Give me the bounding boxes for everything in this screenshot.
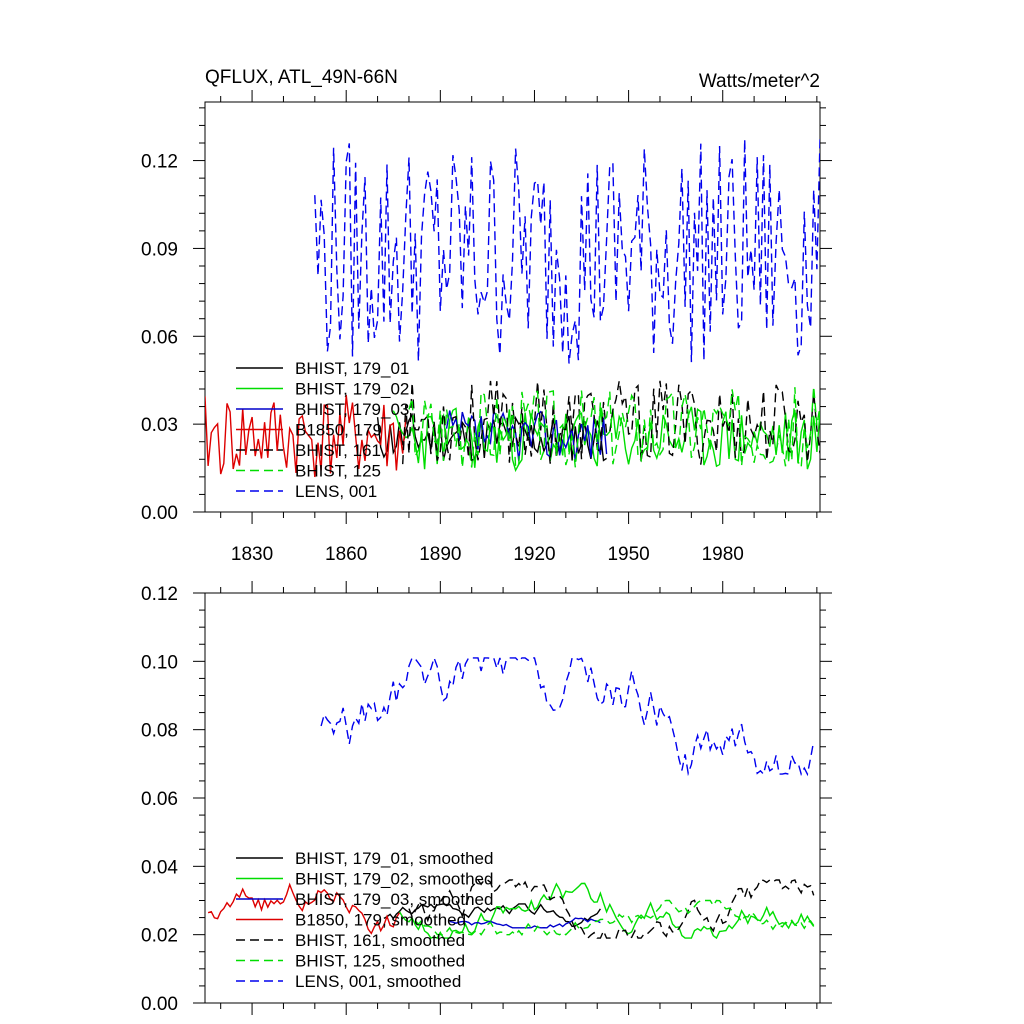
legend-label: BHIST, 125, smoothed bbox=[295, 952, 465, 971]
chart-units-label: Watts/meter^2 bbox=[699, 71, 820, 92]
series-line-4 bbox=[205, 394, 407, 478]
x-tick-label: 1890 bbox=[419, 544, 461, 565]
legend-label: LENS, 001 bbox=[295, 482, 377, 501]
top-panel: 1830 1860 1890 1920 1950 1980 0.00 0.03 0.06 0.09… bbox=[141, 90, 832, 565]
x-tick-label: 1920 bbox=[513, 544, 555, 565]
legend-label: BHIST, 179_02 bbox=[295, 380, 409, 399]
series-line-4 bbox=[207, 882, 401, 935]
y-tick-label: 0.00 bbox=[141, 503, 178, 524]
legend-label: BHIST, 179_01 bbox=[295, 359, 409, 378]
y-tick-label: 0.10 bbox=[141, 652, 178, 673]
y-tick-label: 0.04 bbox=[141, 857, 178, 878]
legend-label: BHIST, 179_02, smoothed bbox=[295, 870, 493, 889]
x-tick-label: 1980 bbox=[702, 544, 744, 565]
series-line-6 bbox=[408, 386, 820, 470]
y-tick-label: 0.09 bbox=[141, 239, 178, 260]
legend-label: BHIST, 179_01, smoothed bbox=[295, 849, 493, 868]
y-tick-label: 0.02 bbox=[141, 926, 178, 947]
legend-label: BHIST, 161, smoothed bbox=[295, 931, 465, 950]
x-tick-label: 1860 bbox=[325, 544, 367, 565]
series-line-5 bbox=[408, 878, 815, 940]
legend-label: B1850, 179 bbox=[295, 421, 382, 440]
x-tick-label: 1950 bbox=[607, 544, 649, 565]
y-tick-label: 0.06 bbox=[141, 327, 178, 348]
plot-frame bbox=[204, 101, 821, 513]
legend-label: BHIST, 179_03 bbox=[295, 400, 409, 419]
legend-label: BHIST, 125 bbox=[295, 462, 381, 481]
y-tick-label: 0.00 bbox=[141, 994, 178, 1015]
series-line-7 bbox=[320, 655, 815, 777]
y-tick-label: 0.03 bbox=[141, 415, 178, 436]
y-tick-label: 0.12 bbox=[141, 152, 178, 173]
series-line-1 bbox=[383, 903, 601, 928]
bottom-panel: 0.00 0.02 0.04 0.06 0.08 0.10 0.12 BHIST, 179_0… bbox=[141, 581, 832, 1015]
x-tick-label: 1830 bbox=[231, 544, 273, 565]
y-tick-label: 0.08 bbox=[141, 721, 178, 742]
legend-label: BHIST, 161 bbox=[295, 441, 381, 460]
y-tick-label: 0.06 bbox=[141, 789, 178, 810]
legend-label: LENS, 001, smoothed bbox=[295, 972, 461, 991]
chart-title: QFLUX, ATL_49N-66N bbox=[205, 67, 398, 88]
y-tick-label: 0.12 bbox=[141, 584, 178, 605]
series-line-6 bbox=[414, 899, 815, 936]
series-line-7 bbox=[314, 139, 820, 364]
legend-label: BHIST, 179_03, smoothed bbox=[295, 890, 493, 909]
legend-label: B1850, 179, smoothed bbox=[295, 911, 466, 930]
